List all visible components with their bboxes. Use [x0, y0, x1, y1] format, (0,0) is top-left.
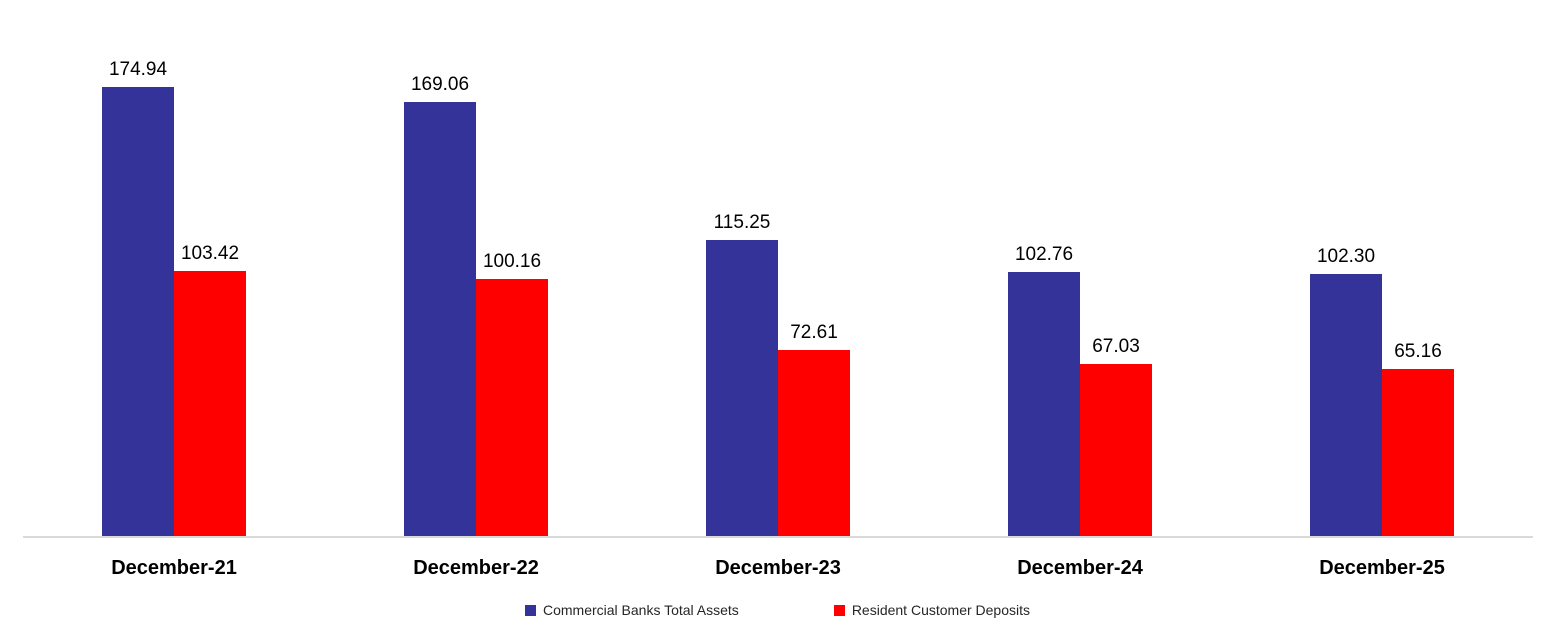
- data-label-commercial-banks-total-assets-december-25: 102.30: [1316, 245, 1376, 267]
- bar-commercial-banks-total-assets-december-24: 102.76: [1008, 244, 1080, 536]
- legend-swatch-icon: [833, 605, 845, 616]
- data-label-resident-customer-deposits-december-21: 103.42: [180, 242, 240, 264]
- legend-item-resident-customer-deposits: Resident Customer Deposits: [833, 602, 1030, 619]
- bar-resident-customer-deposits-december-23: 72.61: [778, 322, 850, 536]
- x-axis-label-december-22: December-22: [413, 557, 539, 579]
- bar-resident-customer-deposits-december-21: 103.42: [174, 243, 246, 536]
- plot-area: 174.94 103.42 169.06 100.16 115.25 72.61 102.7…: [23, 23, 1533, 536]
- data-label-commercial-banks-total-assets-december-24: 102.76: [1014, 244, 1074, 266]
- data-label-commercial-banks-total-assets-december-22: 169.06: [410, 74, 470, 96]
- x-axis-label-december-23: December-23: [715, 557, 841, 579]
- x-axis-label-december-21: December-21: [111, 557, 237, 579]
- legend-item-commercial-banks-total-assets: Commercial Banks Total Assets: [524, 602, 739, 619]
- category-group-december-21: 174.94 103.42: [23, 23, 325, 536]
- bar-resident-customer-deposits-december-25: 65.16: [1382, 341, 1454, 536]
- bar-commercial-banks-total-assets-december-22: 169.06: [404, 74, 476, 536]
- data-label-resident-customer-deposits-december-25: 65.16: [1394, 340, 1442, 362]
- category-group-december-24: 102.76 67.03: [929, 23, 1231, 536]
- data-label-resident-customer-deposits-december-24: 67.03: [1092, 336, 1140, 358]
- category-group-december-25: 102.30 65.16: [1231, 23, 1533, 536]
- x-axis-line: [23, 536, 1533, 538]
- bar-resident-customer-deposits-december-22: 100.16: [476, 251, 548, 536]
- bar-commercial-banks-total-assets-december-23: 115.25: [706, 212, 778, 536]
- category-group-december-22: 169.06 100.16: [325, 23, 627, 536]
- legend-label: Resident Customer Deposits: [851, 602, 1030, 618]
- bar-commercial-banks-total-assets-december-25: 102.30: [1310, 246, 1382, 536]
- x-axis-labels: December-21 December-22 December-23 Decembe…: [23, 555, 1533, 581]
- bar-resident-customer-deposits-december-24: 67.03: [1080, 336, 1152, 536]
- data-label-commercial-banks-total-assets-december-21: 174.94: [108, 59, 168, 81]
- legend-label: Commercial Banks Total Assets: [542, 602, 739, 618]
- x-axis-label-december-25: December-25: [1319, 557, 1445, 579]
- category-group-december-23: 115.25 72.61: [627, 23, 929, 536]
- x-axis-label-december-24: December-24: [1017, 557, 1143, 579]
- legend-swatch-icon: [524, 605, 536, 616]
- data-label-resident-customer-deposits-december-23: 72.61: [790, 321, 838, 343]
- data-label-resident-customer-deposits-december-22: 100.16: [482, 251, 542, 273]
- data-label-commercial-banks-total-assets-december-23: 115.25: [713, 212, 771, 234]
- legend: Commercial Banks Total Assets Resident Cu…: [0, 602, 1555, 619]
- bar-commercial-banks-total-assets-december-21: 174.94: [102, 59, 174, 536]
